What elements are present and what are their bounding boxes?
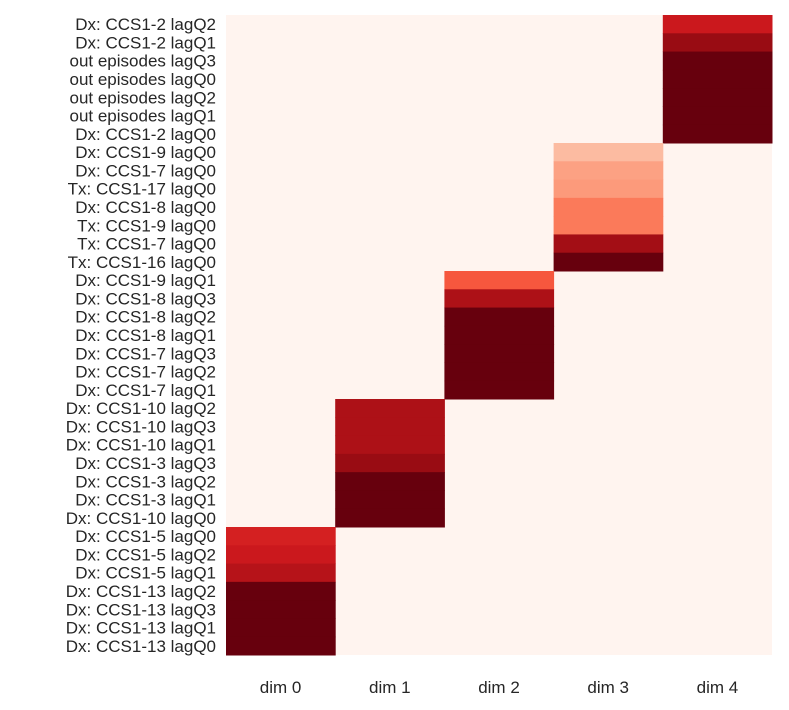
y-tick-label: Dx: CCS1-2 lagQ1: [75, 33, 216, 52]
y-tick-label: Dx: CCS1-7 lagQ3: [75, 344, 216, 363]
x-tick-label: dim 0: [260, 678, 302, 697]
heatmap-cell: [444, 325, 555, 345]
x-tick-label: dim 1: [369, 678, 411, 697]
heatmap-cell: [335, 453, 445, 473]
heatmap-cell: [553, 143, 664, 162]
heatmap-cell: [553, 197, 664, 217]
y-tick-label: Dx: CCS1-2 lagQ0: [75, 125, 216, 144]
y-tick-label: Dx: CCS1-13 lagQ2: [66, 582, 216, 601]
y-tick-label: Dx: CCS1-8 lagQ0: [75, 198, 216, 217]
heatmap-cell: [226, 527, 336, 546]
y-tick-label: Tx: CCS1-16 lagQ0: [68, 253, 216, 272]
heatmap-cell: [662, 51, 773, 71]
heatmap-cell: [335, 490, 445, 510]
heatmap-cell: [335, 435, 445, 455]
heatmap-cell: [553, 216, 664, 235]
y-tick-label: Dx: CCS1-7 lagQ1: [75, 381, 216, 400]
y-tick-label: Tx: CCS1-9 lagQ0: [77, 216, 216, 235]
heatmap-cell: [335, 472, 445, 491]
y-tick-label: Dx: CCS1-5 lagQ1: [75, 564, 216, 583]
y-tick-label: Dx: CCS1-13 lagQ3: [66, 600, 216, 619]
heatmap-cell: [444, 344, 555, 363]
y-tick-label: Tx: CCS1-17 lagQ0: [68, 180, 216, 199]
heatmap-cell: [444, 380, 555, 400]
x-tick-label: dim 2: [478, 678, 520, 697]
heatmap-cell: [662, 33, 773, 53]
heatmap-cell: [226, 618, 336, 638]
x-tick-label: dim 3: [587, 678, 629, 697]
heatmap-cell: [662, 88, 773, 107]
heatmap-cell: [444, 362, 555, 382]
heatmap-cell: [226, 581, 336, 601]
heatmap-cell: [553, 161, 664, 181]
heatmap-cell: [553, 179, 664, 199]
heatmap-cell: [662, 124, 773, 144]
y-tick-label: Dx: CCS1-7 lagQ0: [75, 161, 216, 180]
y-tick-label: Dx: CCS1-10 lagQ3: [66, 417, 216, 436]
y-tick-label: Dx: CCS1-5 lagQ2: [75, 545, 216, 564]
y-tick-label: Dx: CCS1-10 lagQ0: [66, 509, 216, 528]
y-tick-label: out episodes lagQ0: [70, 70, 217, 89]
y-tick-label: out episodes lagQ1: [70, 107, 217, 126]
heatmap-cell: [226, 636, 336, 656]
y-tick-label: Dx: CCS1-9 lagQ1: [75, 271, 216, 290]
y-tick-label: Dx: CCS1-3 lagQ2: [75, 472, 216, 491]
x-tick-label: dim 4: [697, 678, 739, 697]
y-tick-label: Dx: CCS1-13 lagQ1: [66, 619, 216, 638]
heatmap-cell: [662, 106, 773, 126]
y-tick-label: Dx: CCS1-3 lagQ1: [75, 491, 216, 510]
y-tick-label: Tx: CCS1-7 lagQ0: [77, 235, 216, 254]
y-tick-label: Dx: CCS1-8 lagQ1: [75, 326, 216, 345]
heatmap-cell: [226, 545, 336, 565]
heatmap-cell: [444, 271, 555, 290]
y-tick-label: Dx: CCS1-13 lagQ0: [66, 637, 216, 656]
heatmap-cell: [553, 234, 664, 254]
y-tick-label: Dx: CCS1-7 lagQ2: [75, 363, 216, 382]
heatmap-cell: [335, 399, 445, 418]
heatmap-cell: [662, 15, 773, 34]
y-tick-label: Dx: CCS1-10 lagQ1: [66, 436, 216, 455]
y-tick-label: out episodes lagQ2: [70, 88, 217, 107]
y-tick-label: Dx: CCS1-3 lagQ3: [75, 454, 216, 473]
heatmap-cell: [553, 252, 664, 272]
heatmap-cell: [226, 563, 336, 583]
y-tick-label: Dx: CCS1-5 lagQ0: [75, 527, 216, 546]
y-tick-label: Dx: CCS1-9 lagQ0: [75, 143, 216, 162]
heatmap-cell: [335, 417, 445, 437]
heatmap-cell: [335, 508, 445, 528]
heatmap-cell: [662, 69, 773, 89]
heatmap-cell: [444, 289, 555, 309]
y-tick-label: Dx: CCS1-8 lagQ2: [75, 308, 216, 327]
heatmap-cells: [226, 15, 773, 656]
heatmap-cell: [444, 307, 555, 327]
y-tick-label: out episodes lagQ3: [70, 52, 217, 71]
y-tick-label: Dx: CCS1-10 lagQ2: [66, 399, 216, 418]
y-tick-label: Dx: CCS1-2 lagQ2: [75, 15, 216, 34]
x-tick-labels: dim 0 dim 1 dim 2 dim 3 dim 4: [260, 678, 738, 697]
heatmap-cell: [226, 600, 336, 619]
y-tick-label: Dx: CCS1-8 lagQ3: [75, 289, 216, 308]
